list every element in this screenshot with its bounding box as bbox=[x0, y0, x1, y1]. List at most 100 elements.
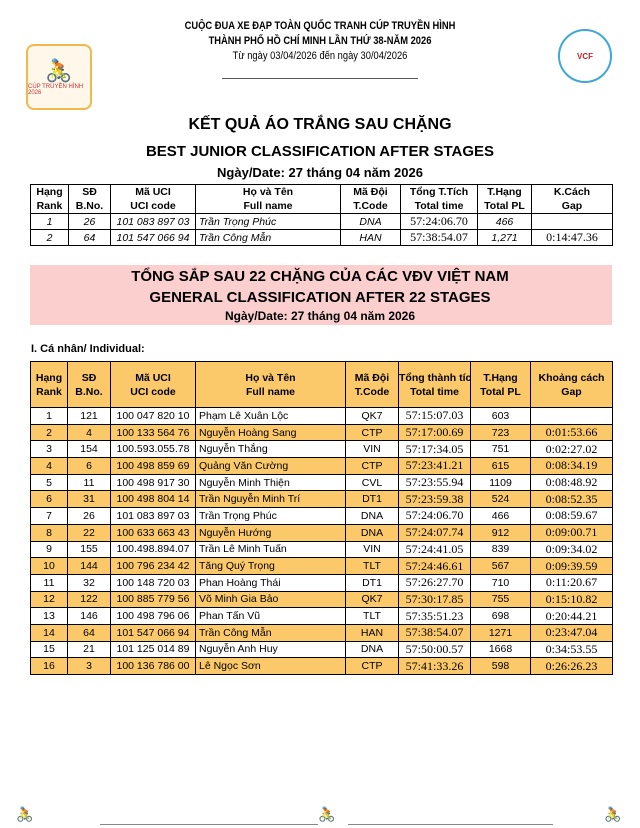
uci-cell: 101 083 897 03 bbox=[110, 507, 196, 525]
column-header-label: Full name bbox=[243, 200, 293, 212]
gap-cell: 0:02:27.02 bbox=[530, 440, 613, 459]
rank-cell: 5 bbox=[30, 473, 68, 492]
column-header-label: Full name bbox=[245, 385, 295, 398]
bib-cell: 146 bbox=[67, 607, 111, 625]
rank-cell: 4 bbox=[30, 457, 68, 475]
column-header-label: Total PL bbox=[484, 200, 525, 212]
column-header-label: B.No. bbox=[75, 200, 104, 212]
uci-cell: 101 083 897 03 bbox=[110, 213, 196, 230]
points-cell: 710 bbox=[470, 573, 531, 592]
team-cell: DT1 bbox=[345, 490, 399, 509]
rank-cell: 11 bbox=[30, 573, 68, 592]
uci-cell: 100 498 917 30 bbox=[110, 473, 196, 492]
column-header: Khoảng cách Gap bbox=[530, 361, 613, 408]
cyclist-icon: 🚴 bbox=[604, 806, 622, 822]
column-header: Hạng Rank bbox=[30, 184, 69, 214]
column-header-label: T.Code bbox=[354, 385, 390, 398]
column-header-label: Khoảng cách bbox=[538, 371, 605, 384]
general-title-vi: TỔNG SẮP SAU 22 CHẶNG CỦA CÁC VĐV VIỆT N… bbox=[131, 268, 509, 285]
table-row: 7 26 101 083 897 03 Trần Trọng Phúc DNA 57:24… bbox=[30, 507, 613, 525]
general-date: Ngày/Date: 27 tháng 04 năm 2026 bbox=[224, 309, 416, 323]
rank-cell: 2 bbox=[30, 229, 69, 246]
cyclist-icon: 🚴 bbox=[16, 806, 34, 822]
team-cell: QK7 bbox=[345, 407, 399, 425]
uci-cell: 100 498 859 69 bbox=[110, 457, 196, 475]
general-title-en: GENERAL CLASSIFICATION AFTER 22 STAGES bbox=[149, 289, 491, 306]
team-cell: DNA bbox=[340, 213, 401, 230]
uci-cell: 101 547 066 94 bbox=[110, 623, 196, 642]
table-row: 4 6 100 498 859 69 Quảng Văn Cường CTP 57:23:… bbox=[30, 457, 613, 475]
junior-title-en: BEST JUNIOR CLASSIFICATION AFTER STAGES bbox=[145, 143, 495, 160]
rank-cell: 3 bbox=[30, 440, 68, 459]
team-cell: CTP bbox=[345, 423, 399, 442]
name-cell: Trần Trọng Phúc bbox=[195, 213, 341, 230]
team-cell: DT1 bbox=[345, 573, 399, 592]
column-header-label: B.No. bbox=[75, 385, 103, 398]
rank-cell: 1 bbox=[30, 407, 68, 425]
points-cell: 755 bbox=[470, 590, 531, 609]
column-header: Mã UCI UCI code bbox=[110, 361, 196, 408]
rank-cell: 13 bbox=[30, 607, 68, 625]
uci-cell: 100.593.055.78 bbox=[110, 440, 196, 459]
gap-cell: 0:08:52.35 bbox=[530, 490, 613, 509]
race-title: CUỘC ĐUA XE ĐẠP TOÀN QUỐC TRANH CÚP TRUY… bbox=[184, 20, 456, 32]
time-cell: 57:23:55.94 bbox=[398, 473, 471, 492]
bib-cell: 155 bbox=[67, 540, 111, 559]
footer-line bbox=[100, 824, 318, 825]
gap-cell: 0:08:59.67 bbox=[530, 507, 613, 525]
bib-cell: 6 bbox=[67, 457, 111, 475]
uci-cell: 101 125 014 89 bbox=[110, 640, 196, 659]
column-header-label: Mã UCI bbox=[135, 186, 171, 198]
column-header-label: UCI code bbox=[130, 200, 176, 212]
rank-cell: 14 bbox=[30, 623, 68, 642]
team-cell: VIN bbox=[345, 540, 399, 559]
gap-cell: 0:08:48.92 bbox=[530, 473, 613, 492]
column-header-label: K.Cách bbox=[553, 186, 591, 198]
rank-cell: 12 bbox=[30, 590, 68, 609]
gap-cell: 0:26:26.23 bbox=[530, 657, 613, 675]
team-cell: HAN bbox=[340, 229, 401, 246]
points-cell: 912 bbox=[470, 523, 531, 542]
name-cell: Trần Trọng Phúc bbox=[195, 507, 346, 525]
bib-cell: 144 bbox=[67, 557, 111, 575]
points-cell: 723 bbox=[470, 423, 531, 442]
name-cell: Nguyễn Anh Huy bbox=[195, 640, 346, 659]
name-cell: Phạm Lê Xuân Lộc bbox=[195, 407, 346, 425]
column-header-label: Total time bbox=[414, 200, 464, 212]
table-row: 14 64 101 547 066 94 Trần Công Mẫn HAN 57:38:… bbox=[30, 623, 613, 642]
name-cell: Phan Hoàng Thái bbox=[195, 573, 346, 592]
rank-cell: 16 bbox=[30, 657, 68, 675]
column-header-label: Total time bbox=[410, 385, 459, 398]
time-cell: 57:15:07.03 bbox=[398, 407, 471, 425]
name-cell: Nguyễn Hướng bbox=[195, 523, 346, 542]
team-cell: DNA bbox=[345, 507, 399, 525]
column-header-label: Mã Đội bbox=[353, 186, 388, 198]
table-row: 16 3 100 136 786 00 Lê Ngọc Sơn CTP 57:41:33.… bbox=[30, 657, 613, 675]
points-cell: 603 bbox=[470, 407, 531, 425]
vcf-logo: VCF bbox=[558, 29, 612, 83]
name-cell: Lê Ngọc Sơn bbox=[195, 657, 346, 675]
column-header: K.Cách Gap bbox=[531, 184, 613, 214]
team-cell: HAN bbox=[345, 623, 399, 642]
uci-cell: 100.498.894.07 bbox=[110, 540, 196, 559]
column-header-label: Rank bbox=[36, 385, 62, 398]
column-header: Họ và Tên Full name bbox=[195, 361, 346, 408]
uci-cell: 100 633 663 43 bbox=[110, 523, 196, 542]
column-header: T.Hạng Total PL bbox=[477, 184, 532, 214]
name-cell: Trần Công Mẫn bbox=[195, 623, 346, 642]
bib-cell: 31 bbox=[67, 490, 111, 509]
table-row: 13 146 100 498 796 06 Phan Tấn Vũ TLT 57:35:5… bbox=[30, 607, 613, 625]
junior-title-vi: KẾT QUẢ ÁO TRẮNG SAU CHẶNG bbox=[188, 116, 452, 133]
uci-cell: 101 547 066 94 bbox=[110, 229, 196, 246]
bib-cell: 64 bbox=[67, 623, 111, 642]
column-header: Tổng T.Tích Total time bbox=[400, 184, 478, 214]
column-header-label: Họ và Tên bbox=[245, 371, 296, 384]
race-subtitle: THÀNH PHỐ HỒ CHÍ MINH LẦN THỨ 38-NĂM 202… bbox=[208, 35, 432, 47]
rank-cell: 1 bbox=[30, 213, 69, 230]
table-row: 15 21 101 125 014 89 Nguyễn Anh Huy DNA 57:50… bbox=[30, 640, 613, 659]
rank-cell: 2 bbox=[30, 423, 68, 442]
gap-cell: 0:09:34.02 bbox=[530, 540, 613, 559]
bib-cell: 122 bbox=[67, 590, 111, 609]
table-row: 2 64 101 547 066 94 Trần Công Mẫn HAN 57:38:5… bbox=[30, 229, 613, 246]
column-header-label: Mã UCI bbox=[135, 371, 171, 384]
